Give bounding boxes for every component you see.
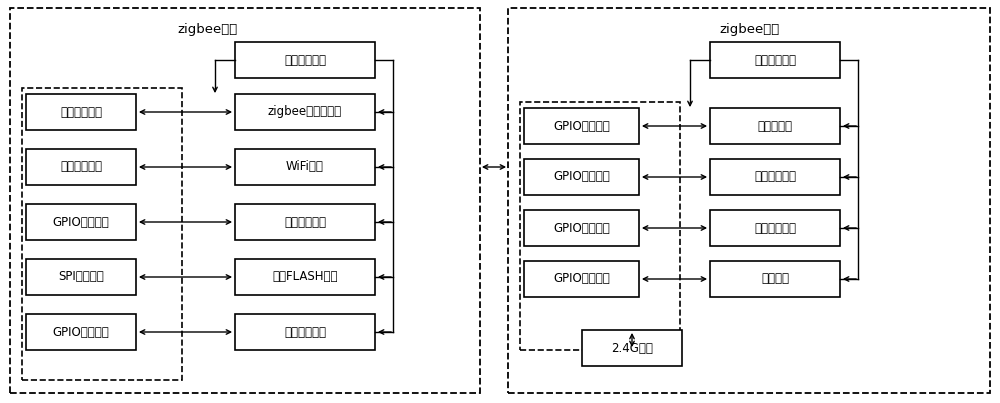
Text: 组网控制单元: 组网控制单元 xyxy=(284,326,326,339)
Bar xyxy=(524,159,639,195)
Bar xyxy=(235,204,375,240)
Bar xyxy=(26,94,136,130)
Text: zigbee网关: zigbee网关 xyxy=(177,23,238,37)
Bar xyxy=(508,8,990,393)
Text: zigbee设备: zigbee设备 xyxy=(719,23,779,37)
Text: 防拆单元: 防拆单元 xyxy=(761,272,789,285)
Bar xyxy=(710,159,840,195)
Bar xyxy=(710,261,840,297)
Bar xyxy=(710,108,840,144)
Text: GPIO接口单元: GPIO接口单元 xyxy=(553,170,610,183)
Text: GPIO接口单元: GPIO接口单元 xyxy=(553,120,610,133)
Bar xyxy=(524,210,639,246)
Bar xyxy=(520,102,680,350)
Bar xyxy=(26,149,136,185)
Bar xyxy=(524,108,639,144)
Text: 第一串口单元: 第一串口单元 xyxy=(60,106,102,118)
Bar xyxy=(582,330,682,366)
Text: 电源管理模块: 电源管理模块 xyxy=(284,54,326,66)
Text: 第二串口单元: 第二串口单元 xyxy=(60,160,102,174)
Text: 组网控制单元: 组网控制单元 xyxy=(754,170,796,183)
Text: 传感器模块: 传感器模块 xyxy=(758,120,792,133)
Text: 状态指示模块: 状态指示模块 xyxy=(284,216,326,229)
Text: 状态指示单元: 状态指示单元 xyxy=(754,222,796,235)
Bar xyxy=(235,314,375,350)
Text: 2.4G天线: 2.4G天线 xyxy=(611,341,653,355)
Text: GPIO接口单元: GPIO接口单元 xyxy=(53,216,109,229)
Text: GPIO接口单元: GPIO接口单元 xyxy=(553,222,610,235)
Text: 外扩FLASH模块: 外扩FLASH模块 xyxy=(272,270,338,283)
Bar xyxy=(26,314,136,350)
Text: zigbee协调器模块: zigbee协调器模块 xyxy=(268,106,342,118)
Bar xyxy=(235,149,375,185)
Bar xyxy=(235,42,375,78)
Text: GPIO接口单元: GPIO接口单元 xyxy=(53,326,109,339)
Bar xyxy=(10,8,480,393)
Text: WiFi模块: WiFi模块 xyxy=(286,160,324,174)
Bar xyxy=(235,94,375,130)
Bar xyxy=(710,210,840,246)
Bar xyxy=(22,88,182,380)
Bar xyxy=(26,204,136,240)
Bar xyxy=(235,259,375,295)
Bar xyxy=(524,261,639,297)
Bar xyxy=(26,259,136,295)
Bar xyxy=(710,42,840,78)
Text: 电源管理模块: 电源管理模块 xyxy=(754,54,796,66)
Text: SPI接口单元: SPI接口单元 xyxy=(58,270,104,283)
Text: GPIO接口单元: GPIO接口单元 xyxy=(553,272,610,285)
